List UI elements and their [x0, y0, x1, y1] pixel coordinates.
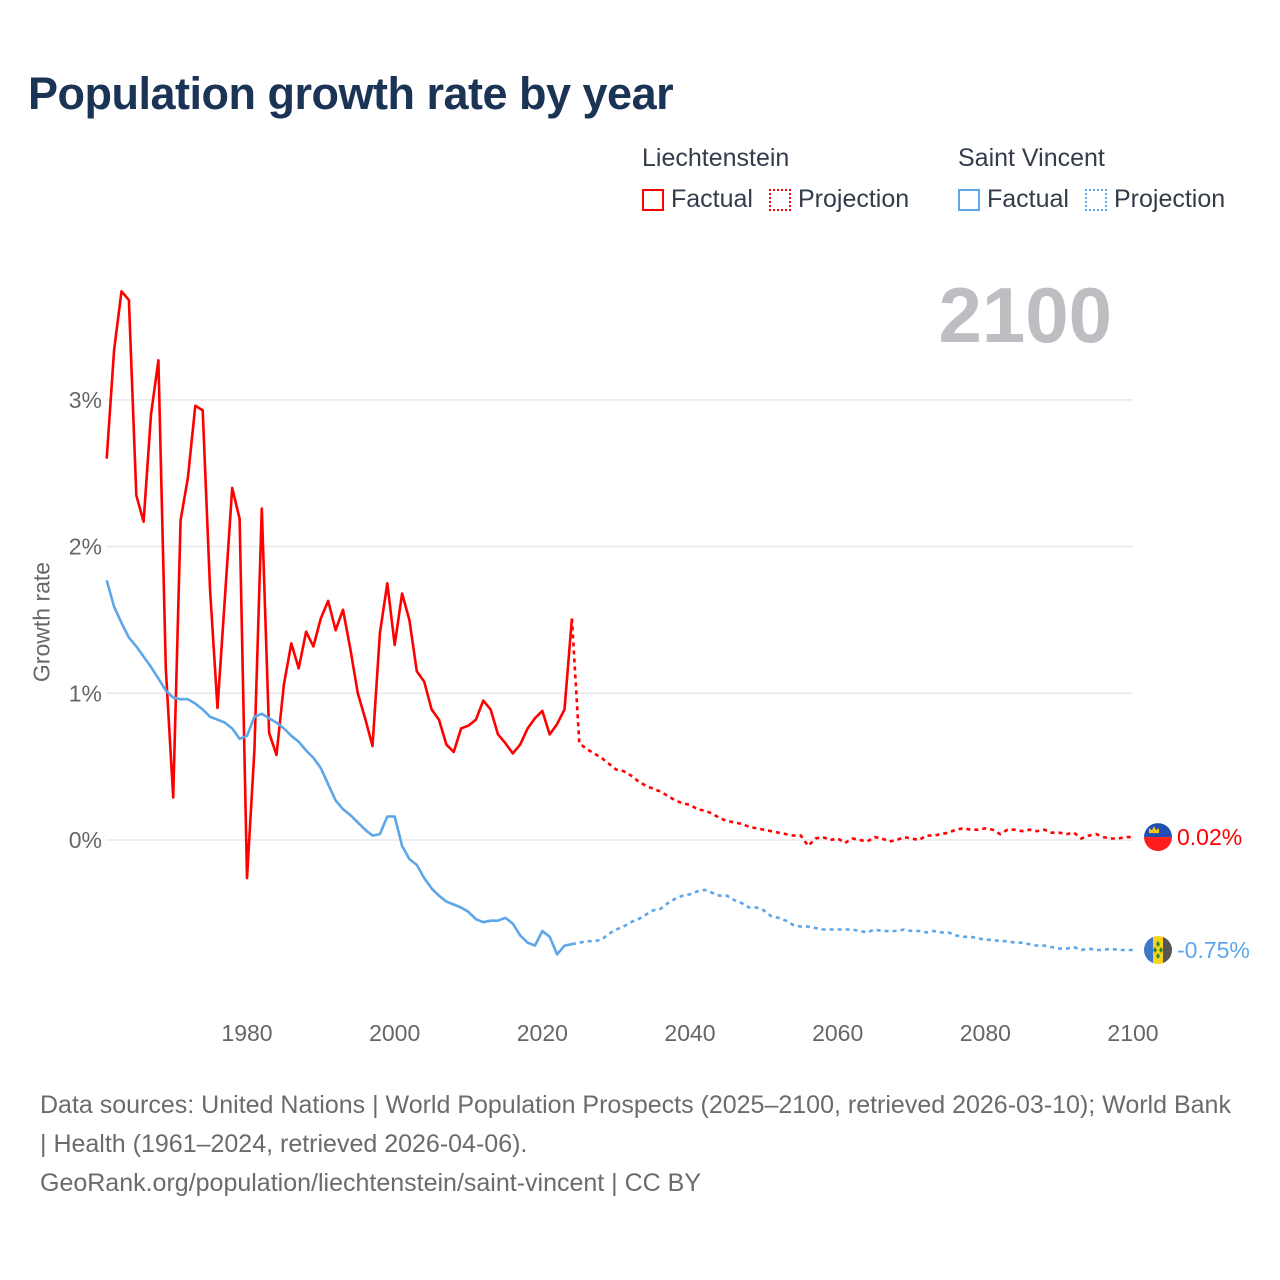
saint-vincent-end-label: -0.75%	[1177, 937, 1250, 963]
credit-link[interactable]: GeoRank.org/population/liechtenstein/sai…	[40, 1169, 702, 1197]
saint-vincent-flag-icon	[1144, 936, 1172, 965]
legend-item-liechtenstein-factual[interactable]: Factual	[642, 185, 753, 214]
legend-item-liechtenstein-projection[interactable]: Projection	[768, 185, 910, 214]
liechtenstein-end-label: 0.02%	[1177, 824, 1242, 850]
legend-group-name: Liechtenstein	[642, 144, 790, 172]
x-tick-label: 2060	[812, 1020, 863, 1046]
flag-stripe	[1153, 936, 1163, 965]
flag-stripe	[1163, 936, 1172, 965]
legend-swatch	[958, 188, 980, 211]
x-tick-label: 2000	[369, 1020, 420, 1046]
year-display: 2100	[938, 271, 1112, 359]
liechtenstein-flag-icon	[1144, 823, 1172, 852]
y-tick-label: 3%	[69, 387, 102, 413]
legend-swatch	[768, 188, 791, 211]
liechtenstein-projection-line	[570, 618, 1133, 848]
legend-label: Factual	[987, 185, 1069, 213]
legend-item-saint-vincent-factual[interactable]: Factual	[958, 185, 1069, 214]
legend-group-name: Saint Vincent	[958, 144, 1105, 172]
saint-vincent-factual-line	[105, 579, 573, 956]
legend-swatch	[1084, 188, 1107, 211]
diamond-icon	[1159, 947, 1163, 954]
flag-body	[1144, 823, 1172, 852]
diamond-icon	[1153, 947, 1157, 954]
legend-swatch	[642, 188, 664, 211]
legend-liechtenstein: Liechtenstein Factual Projection	[642, 144, 909, 214]
legend-label: Factual	[671, 185, 753, 213]
flag-stripe	[1144, 936, 1153, 965]
x-tick-label: 2040	[664, 1020, 715, 1046]
legend-label: Projection	[797, 185, 910, 213]
data-sources: Data sources: United Nations | World Pop…	[40, 1091, 1231, 1158]
legend-saint-vincent: Saint Vincent Factual Projection	[958, 144, 1225, 214]
diamond-icon	[1156, 941, 1160, 948]
x-tick-label: 1980	[221, 1020, 272, 1046]
flag-body	[1144, 936, 1172, 965]
flag-stripe	[1144, 837, 1172, 852]
x-tick-label: 2080	[960, 1020, 1011, 1046]
x-tick-label: 2020	[517, 1020, 568, 1046]
chart-title: Population growth rate by year	[28, 68, 674, 119]
footer: Data sources: United Nations | World Pop…	[40, 1086, 1240, 1203]
diamond-icon	[1156, 953, 1160, 960]
x-tick-label: 2100	[1107, 1020, 1158, 1046]
legend-label: Projection	[1113, 185, 1226, 213]
saint-vincent-projection-line	[571, 888, 1133, 952]
liechtenstein-factual-line	[105, 289, 574, 880]
y-tick-label: 0%	[69, 827, 102, 853]
y-tick-label: 2%	[69, 534, 102, 560]
crown-icon	[1149, 826, 1159, 834]
y-tick-label: 1%	[69, 680, 102, 706]
legend-item-saint-vincent-projection[interactable]: Projection	[1084, 185, 1226, 214]
